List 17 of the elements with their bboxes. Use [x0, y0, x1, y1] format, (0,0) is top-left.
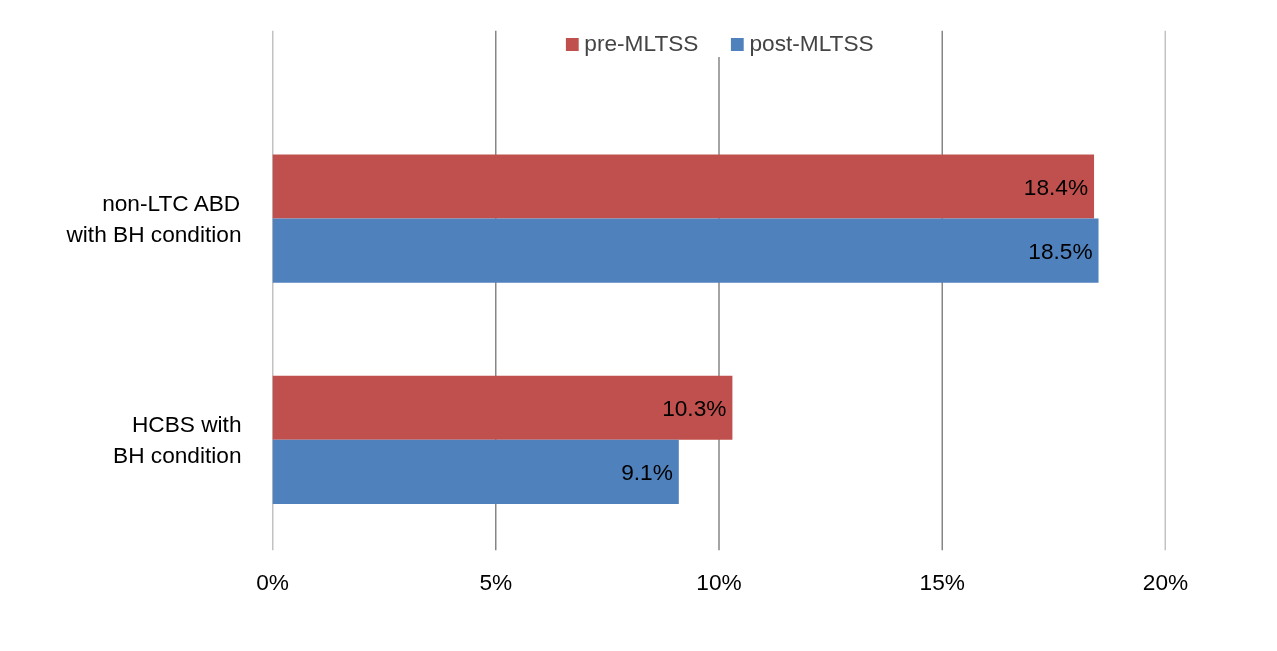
- data-label: 10.3%: [662, 394, 727, 421]
- x-tick-label: 15%: [919, 568, 965, 595]
- x-tick-label: 10%: [696, 568, 742, 595]
- bar: [272, 218, 1099, 283]
- data-label: 9.1%: [621, 458, 673, 485]
- data-label: 18.5%: [1028, 237, 1093, 264]
- x-tick-label: 0%: [256, 568, 289, 595]
- bar: [272, 375, 733, 440]
- x-tick-label: 20%: [1142, 568, 1189, 595]
- legend-label: pre-MLTSS: [584, 30, 699, 57]
- bar: [272, 439, 679, 505]
- legend-label: post-MLTSS: [749, 30, 874, 57]
- bar: [272, 154, 1095, 219]
- y-tick-label: non-LTC ABD with BH condition: [65, 189, 242, 248]
- data-label: 18.4%: [1023, 173, 1089, 200]
- y-tick-label: HCBS with BH condition: [113, 411, 242, 469]
- x-tick-label: 5%: [479, 568, 513, 595]
